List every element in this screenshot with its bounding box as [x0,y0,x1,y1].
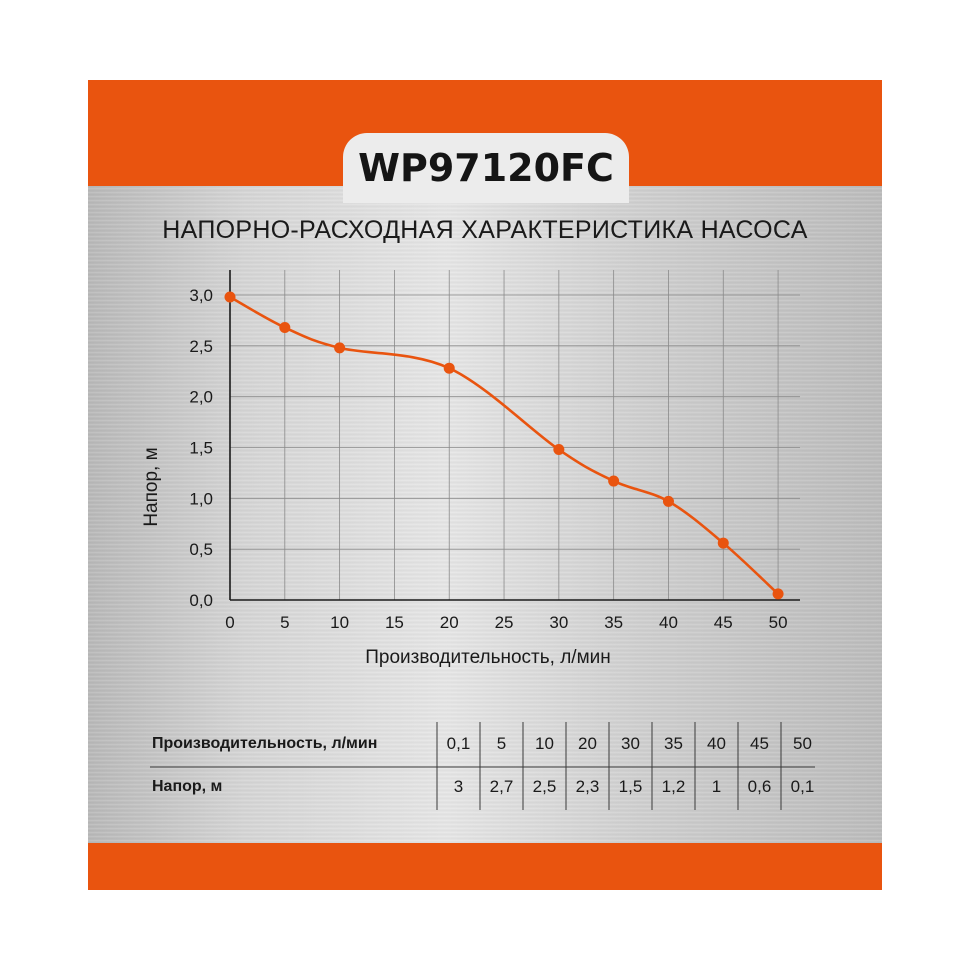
x-tick-label: 5 [280,613,289,632]
data-point [553,444,565,456]
model-tab: WP97120FC [343,133,629,203]
chart-title: НАПОРНО-РАСХОДНАЯ ХАРАКТЕРИСТИКА НАСОСА [162,216,808,244]
y-tick-labels: 0,0 0,5 1,0 1,5 2,0 2,5 3,0 [189,286,213,610]
table-cell-flow: 5 [496,734,507,753]
table-cell-head: 1 [711,777,722,796]
series-points [224,291,784,600]
table-cell-flow: 0,1 [446,734,471,753]
model-name: WP97120FC [358,146,614,190]
bottom-orange-band [88,843,882,890]
chart-grid [230,270,800,600]
table-cell-head: 2,7 [489,777,514,796]
y-tick-label: 1,0 [189,489,213,508]
x-tick-label: 50 [769,613,788,632]
chart-axes [229,270,800,601]
table-cell-head: 2,5 [532,777,557,796]
table-cell-flow: 30 [621,734,640,753]
metal-panel [88,80,882,890]
data-point [443,362,455,374]
series-line [229,295,779,595]
table-cell-head: 0,1 [790,777,815,796]
data-point [662,495,674,507]
x-tick-label: 20 [440,613,459,632]
table-cell-flow: 45 [750,734,769,753]
x-tick-label: 10 [330,613,349,632]
y-tick-label: 2,5 [189,337,213,356]
table-row1-label: Производительность, л/мин [152,735,378,752]
table-cell-flow: 10 [535,734,554,753]
y-tick-label: 3,0 [189,286,213,305]
x-tick-label: 15 [385,613,404,632]
table-cell-head: 0,6 [747,777,772,796]
x-tick-label: 0 [225,613,234,632]
table-row2-label: Напор, м [152,778,223,795]
table-cell-head: 2,3 [575,777,600,796]
x-tick-label: 25 [495,613,514,632]
table-cell-flow: 35 [664,734,683,753]
x-tick-label: 40 [659,613,678,632]
y-axis-label: Напор, м [141,447,162,526]
data-point [224,291,236,303]
data-point [334,342,346,354]
x-tick-labels: 0 5 10 15 20 25 30 35 40 45 50 [225,613,787,632]
data-point [279,322,291,334]
x-tick-label: 30 [549,613,568,632]
x-tick-label: 35 [604,613,623,632]
y-tick-label: 0,0 [189,591,213,610]
data-point [717,537,729,549]
table-cell-head: 3 [453,777,464,796]
y-tick-label: 0,5 [189,540,213,559]
table-cell-head: 1,5 [618,777,643,796]
table-cell-flow: 50 [793,734,812,753]
y-tick-label: 2,0 [189,388,213,407]
data-point [772,588,784,600]
table-cell-head: 1,2 [661,777,686,796]
table-cell-flow: 20 [578,734,597,753]
table-cell-flow: 40 [707,734,726,753]
data-point [608,475,620,487]
y-tick-label: 1,5 [189,439,213,458]
x-tick-label: 45 [714,613,733,632]
table-column-separators [436,722,782,810]
x-axis-label: Производительность, л/мин [365,647,611,668]
